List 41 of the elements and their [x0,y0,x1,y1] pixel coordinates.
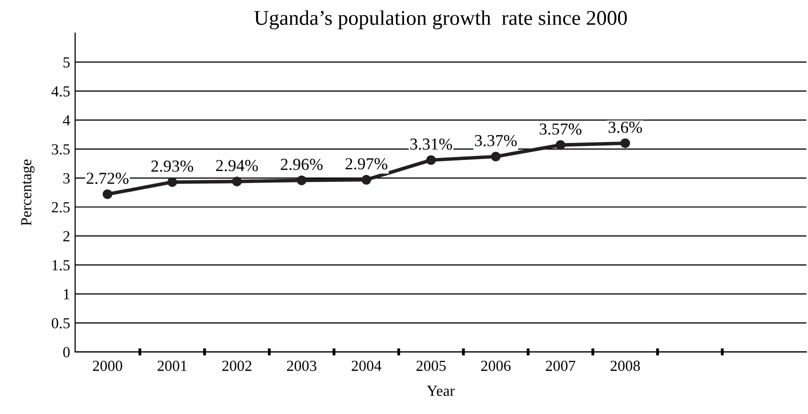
x-tick-label: 2007 [546,360,576,371]
point [490,152,501,162]
y-tick-label: 3.5 [52,144,70,155]
x-tick-label: 2006 [481,360,511,371]
x-tick-label: 2003 [287,360,316,371]
point [102,189,112,200]
data-label: 2.97% [346,158,388,170]
y-tick-label: 0.5 [52,318,70,328]
y-tick-label: 2 [63,231,70,242]
x-tick-label: 2000 [92,360,122,371]
x-tick-label: 2004 [352,360,382,371]
data-label: 3.37% [475,135,517,146]
data-label: 2.94% [216,160,258,172]
y-tick-label: 1.5 [52,260,70,270]
y-tick-label: 0 [63,347,70,358]
y-tick-label: 5 [64,57,70,68]
data-label: 3.57% [540,123,582,135]
point [426,155,436,165]
point [556,140,566,150]
chart-title: Uganda’s population growth rate since 2000 [254,10,627,30]
y-tick-label: 4.5 [51,86,70,97]
data-label: 3.31% [410,138,452,150]
y-tick-label: 4 [62,115,70,126]
data-label: 2.96% [280,158,323,170]
y-axis-title: Percentage [21,160,35,226]
x-tick-label: 2005 [416,360,446,371]
point [361,174,372,185]
x-tick-label: 2008 [610,360,640,371]
x-tick-label: 2001 [158,360,187,371]
x-tick-label: 2002 [222,360,252,371]
y-tick-label: 1 [64,289,70,300]
y-tick-label: 3 [63,173,70,184]
data-label: 2.93% [151,160,194,172]
point [620,138,630,148]
point [296,175,306,186]
data-label: 2.72% [86,172,128,184]
point [232,176,242,186]
point [167,177,178,187]
y-tick-label: 2.5 [52,202,70,213]
x-axis-title: Year [426,386,455,396]
data-label: 3.6% [608,122,642,133]
